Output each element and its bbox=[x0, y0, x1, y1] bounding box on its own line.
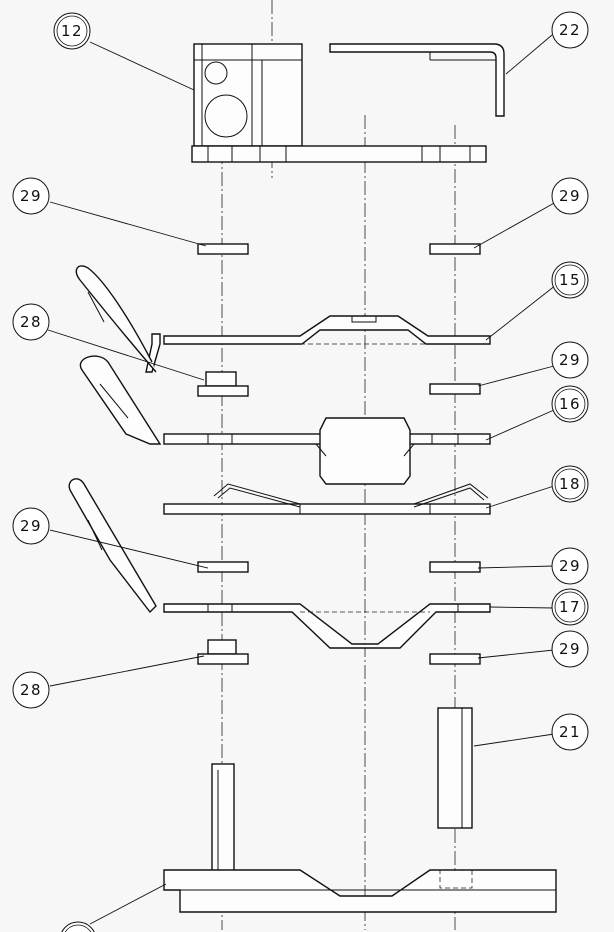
part-number-21: 21 bbox=[559, 723, 581, 741]
washer-29-bottom-right bbox=[429, 653, 481, 665]
part-28-nut-lower bbox=[197, 639, 249, 665]
washer-29-top-left bbox=[197, 243, 249, 255]
part-28-nut-upper bbox=[197, 371, 249, 397]
bubble-15: 15 bbox=[551, 261, 589, 299]
bubble-12: 12 bbox=[53, 12, 91, 50]
bubble-cut-off bbox=[61, 921, 95, 932]
part-number-12: 12 bbox=[61, 22, 83, 40]
part-number-29: 29 bbox=[20, 187, 42, 205]
bubble-28-upper: 28 bbox=[12, 303, 50, 341]
part-number-15: 15 bbox=[559, 271, 581, 289]
bubble-18: 18 bbox=[551, 465, 589, 503]
bubble-29-upper-right: 29 bbox=[551, 177, 589, 215]
part-number-28: 28 bbox=[20, 313, 42, 331]
bubble-28-lower: 28 bbox=[12, 671, 50, 709]
part-number-29: 29 bbox=[559, 557, 581, 575]
part-16-plate bbox=[79, 355, 491, 485]
part-22-angle-strip bbox=[329, 43, 505, 117]
bubble-29-upper-left: 29 bbox=[12, 177, 50, 215]
base-plate bbox=[163, 869, 557, 913]
part-21-standoff bbox=[437, 707, 473, 829]
part-number-29: 29 bbox=[559, 187, 581, 205]
part-number-22: 22 bbox=[559, 21, 581, 39]
part-12-bracket bbox=[191, 43, 487, 163]
washer-29-mid-right bbox=[429, 383, 481, 395]
part-18-spring-plate bbox=[163, 483, 491, 515]
part-15-plate bbox=[75, 265, 491, 373]
part-number-29: 29 bbox=[559, 640, 581, 658]
leader-lines bbox=[47, 34, 557, 925]
part-number-18: 18 bbox=[559, 475, 581, 493]
part-number-29: 29 bbox=[559, 351, 581, 369]
bubble-16: 16 bbox=[551, 385, 589, 423]
part-number-28: 28 bbox=[20, 681, 42, 699]
washer-29-lower-right bbox=[429, 561, 481, 573]
bubble-29-mid-right: 29 bbox=[551, 341, 589, 379]
part-number-29: 29 bbox=[20, 517, 42, 535]
part-number-16: 16 bbox=[559, 395, 581, 413]
bubble-21: 21 bbox=[551, 713, 589, 751]
bubble-22: 22 bbox=[551, 11, 589, 49]
washer-29-top-right bbox=[429, 243, 481, 255]
bubble-29-lower-right: 29 bbox=[551, 547, 589, 585]
bubble-17: 17 bbox=[551, 588, 589, 626]
bubble-29-bottom-right: 29 bbox=[551, 630, 589, 668]
part-number-17: 17 bbox=[559, 598, 581, 616]
bubble-29-lower-left: 29 bbox=[12, 507, 50, 545]
washer-29-lower-left bbox=[197, 561, 249, 573]
